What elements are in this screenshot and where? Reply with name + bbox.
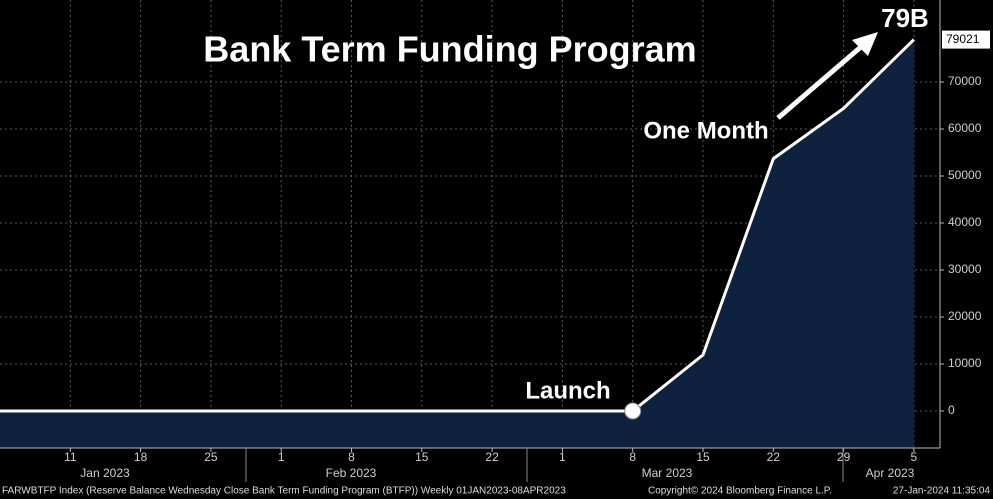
y-tick-label: 70000 xyxy=(948,74,982,88)
x-tick-label: 1 xyxy=(278,450,285,464)
x-tick-label: 8 xyxy=(348,450,355,464)
last-value-label: 79021 xyxy=(946,32,980,46)
x-tick-label: 5 xyxy=(911,450,918,464)
x-tick-label: 15 xyxy=(415,450,429,464)
area-fill xyxy=(0,39,914,448)
footer-copyright: Copyright© 2024 Bloomberg Finance L.P. xyxy=(648,486,832,497)
footer-source: FARWBTFP Index (Reserve Balance Wednesda… xyxy=(2,486,566,497)
line xyxy=(0,38,915,413)
month-label: Jan 2023 xyxy=(80,466,130,480)
y-tick-label: 60000 xyxy=(948,121,982,135)
y-tick-label: 0 xyxy=(948,403,955,417)
x-tick-label: 22 xyxy=(767,450,781,464)
month-label: Apr 2023 xyxy=(866,466,915,480)
arrow-shaft xyxy=(776,44,864,120)
launch-annotation: Launch xyxy=(525,377,610,404)
x-tick-label: 15 xyxy=(696,450,710,464)
y-tick-label: 40000 xyxy=(948,215,982,229)
x-tick-label: 11 xyxy=(64,450,77,464)
x-tick-label: 25 xyxy=(204,450,218,464)
arrow-head xyxy=(852,32,878,56)
x-tick-label: 22 xyxy=(485,450,499,464)
footer-timestamp: 27-Jan-2024 11:35:04 xyxy=(893,486,991,497)
x-tick-label: 29 xyxy=(837,450,851,464)
y-tick-label: 10000 xyxy=(948,356,982,370)
y-tick-label: 50000 xyxy=(948,168,982,182)
y-tick-label: 30000 xyxy=(948,262,982,276)
y-tick-label: 20000 xyxy=(948,309,982,323)
arrow xyxy=(776,32,878,120)
launch-marker xyxy=(624,402,642,420)
last-value-box xyxy=(942,30,990,49)
x-tick-label: 8 xyxy=(629,450,636,464)
chart-title: Bank Term Funding Program xyxy=(203,29,696,70)
one-month-annotation: One Month xyxy=(643,117,768,144)
total-annotation: 79B xyxy=(881,3,929,33)
x-tick-label: 18 xyxy=(134,450,148,464)
month-label: Feb 2023 xyxy=(326,466,377,480)
x-tick-label: 1 xyxy=(559,450,566,464)
month-label: Mar 2023 xyxy=(642,466,693,480)
